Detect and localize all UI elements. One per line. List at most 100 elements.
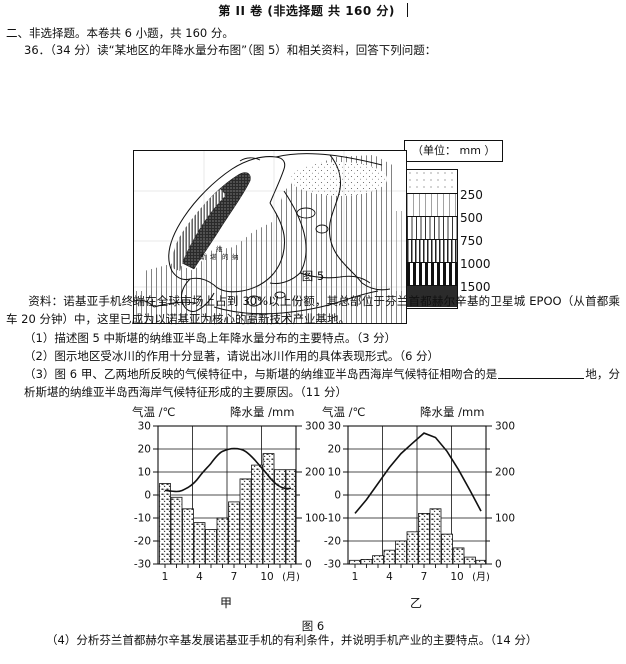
chart-jia-temp-axis-title: 气温 /℃ <box>132 405 176 419</box>
chart-yi-prec-axis-title: 降水量 /mm <box>420 405 485 419</box>
svg-text:300: 300 <box>495 421 515 433</box>
svg-text:4: 4 <box>386 571 393 583</box>
map-peninsula-label: 斯堪 的纳 维 <box>200 244 239 261</box>
chart-yi-month-labels: 1 4 7 10 (月) <box>352 571 490 583</box>
svg-text:-10: -10 <box>324 513 341 525</box>
svg-text:10: 10 <box>260 571 273 583</box>
material-paragraph: 资料：诺基亚手机终端在全球市场上占到 30%以上份额，其总部位于芬兰首都赫尔辛基… <box>0 293 626 329</box>
svg-text:0: 0 <box>305 559 312 571</box>
svg-text:堪: 堪 <box>210 252 217 261</box>
svg-text:20: 20 <box>328 444 341 456</box>
figure-6: 气温 /℃ 降水量 /mm <box>0 404 626 618</box>
map-graticule <box>134 151 406 323</box>
legend-label-1000: 1000 <box>460 257 491 271</box>
svg-text:-30: -30 <box>324 559 341 571</box>
figure-5-caption: 图 5 <box>301 269 325 283</box>
precipitation-map: 斯堪 的纳 维 <box>133 150 407 324</box>
svg-text:7: 7 <box>231 571 238 583</box>
chart-jia-month-ticks <box>164 564 292 568</box>
svg-text:1: 1 <box>352 571 359 583</box>
chart-jia-left-tick-labels: 30 20 10 0 -10 -20 -30 <box>134 421 151 571</box>
question-3-text-a: （3）图 6 甲、乙两地所反映的气候特征中，与斯堪的纳维亚半岛西海岸气候特征相吻… <box>24 367 498 381</box>
svg-text:-30: -30 <box>134 559 151 571</box>
svg-text:斯: 斯 <box>200 252 207 261</box>
text-cursor <box>406 3 408 17</box>
question-1: （1）描述图 5 中斯堪的纳维亚半岛上年降水量分布的主要特点。（3 分） <box>24 331 397 345</box>
svg-text:30: 30 <box>138 421 151 433</box>
map-islands <box>239 157 329 307</box>
material-text: 资料：诺基亚手机终端在全球市场上占到 30%以上份额，其总部位于芬兰首都赫尔辛基… <box>6 294 620 326</box>
svg-text:(月): (月) <box>472 571 490 583</box>
svg-text:0: 0 <box>144 490 151 502</box>
svg-text:(月): (月) <box>282 571 300 583</box>
svg-text:-20: -20 <box>134 536 151 548</box>
map-svg: 斯堪 的纳 维 <box>134 151 406 323</box>
chart-yi-month-ticks <box>354 564 482 568</box>
chart-jia-name: 甲 <box>219 596 232 610</box>
question-2: （2）图示地区受冰川的作用十分显著，请说出冰川作用的具体表现形式。（6 分） <box>24 349 440 363</box>
legend-label-500: 500 <box>460 211 483 225</box>
legend-value-labels: 250 500 750 1000 1500 <box>460 169 520 307</box>
page-title-sub: (非选择题 共 160 分) <box>267 4 395 18</box>
svg-text:维: 维 <box>216 244 223 253</box>
svg-text:100: 100 <box>305 513 325 525</box>
svg-text:0: 0 <box>495 559 502 571</box>
figure-5: （单位： mm ） <box>0 66 626 324</box>
climate-chart-yi: 气温 /℃ 降水量 /mm <box>316 404 566 618</box>
climate-chart-jia: 气温 /℃ 降水量 /mm <box>126 404 376 618</box>
chart-jia-temp-curve <box>164 447 292 493</box>
svg-text:10: 10 <box>450 571 463 583</box>
chart-yi-left-tick-labels: 30 20 10 0 -10 -20 -30 <box>324 421 341 571</box>
legend-label-250: 250 <box>460 188 483 202</box>
page-title: 第 II 卷 (非选择题 共 160 分) <box>218 2 408 21</box>
legend-band-1500 <box>407 285 457 307</box>
svg-text:100: 100 <box>495 513 515 525</box>
chart-jia-right-tick-labels: 300 200 100 0 <box>305 421 325 571</box>
svg-text:0: 0 <box>334 490 341 502</box>
section-heading: 二、非选择题。本卷共 6 小题，共 160 分。 <box>6 26 234 40</box>
legend-label-1500: 1500 <box>460 280 491 294</box>
svg-text:200: 200 <box>495 467 515 479</box>
svg-text:-10: -10 <box>134 513 151 525</box>
question-4: （4）分析芬兰首都赫尔辛基发展诺基亚手机的有利条件，并说明手机产业的主要特点。（… <box>46 633 538 647</box>
chart-yi-temp-curve <box>354 432 482 514</box>
svg-text:-20: -20 <box>324 536 341 548</box>
legend-band-0 <box>407 170 457 193</box>
answer-blank[interactable] <box>498 367 585 379</box>
svg-text:4: 4 <box>196 571 203 583</box>
chart-yi-left-ticks <box>343 425 349 565</box>
chart-yi-temp-axis-title: 气温 /℃ <box>322 405 366 419</box>
question-3: （3）图 6 甲、乙两地所反映的气候特征中，与斯堪的纳维亚半岛西海岸气候特征相吻… <box>0 366 626 402</box>
precipitation-legend <box>406 169 458 309</box>
map-zone-dry <box>291 162 387 196</box>
chart-jia-bars <box>159 453 296 565</box>
map-zone-hatched <box>134 155 406 323</box>
chart-yi-right-ticks <box>485 425 492 565</box>
svg-text:1: 1 <box>162 571 169 583</box>
legend-band-1000 <box>407 262 457 285</box>
chart-jia-right-ticks <box>295 425 302 565</box>
svg-text:20: 20 <box>138 444 151 456</box>
question-36-stem: 36．（34 分）读“某地区的年降水量分布图”（图 5）和相关资料，回答下列问题… <box>24 43 437 57</box>
chart-yi-bars <box>349 508 486 565</box>
figure-6-caption: 图 6 <box>301 619 325 633</box>
legend-band-750 <box>407 239 457 262</box>
chart-yi-name: 乙 <box>409 596 422 610</box>
legend-band-500 <box>407 216 457 239</box>
page-title-main: 第 II 卷 <box>218 4 263 18</box>
svg-text:200: 200 <box>305 467 325 479</box>
svg-text:10: 10 <box>138 467 151 479</box>
legend-label-750: 750 <box>460 234 483 248</box>
chart-jia-left-ticks <box>153 425 159 565</box>
legend-unit-note: （单位： mm ） <box>404 140 504 163</box>
svg-text:10: 10 <box>328 467 341 479</box>
chart-yi-right-tick-labels: 300 200 100 0 <box>495 421 515 571</box>
chart-jia-month-labels: 1 4 7 10 (月) <box>162 571 300 583</box>
svg-text:纳: 纳 <box>232 252 239 261</box>
question-3-text-b: 地，分析斯堪的纳维亚半岛西海岸气候特征形成的主要原因。（11 分） <box>24 367 620 399</box>
chart-jia-prec-axis-title: 降水量 /mm <box>230 405 295 419</box>
svg-text:的: 的 <box>222 252 229 261</box>
